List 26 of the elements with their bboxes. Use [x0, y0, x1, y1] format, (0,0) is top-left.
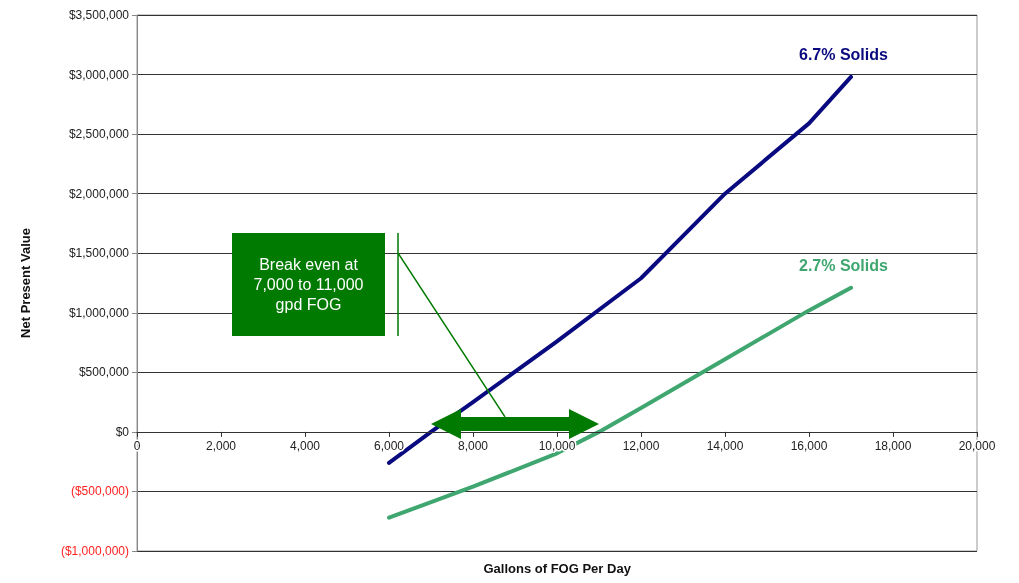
x-tick-label: 18,000: [874, 438, 912, 453]
x-tick-label: 12,000: [622, 438, 660, 453]
x-tick-label: 8,000: [457, 438, 489, 453]
y-tick-label: $3,500,000: [68, 8, 130, 22]
callout-box: Break even at 7,000 to 11,000 gpd FOG: [232, 233, 385, 336]
x-tick-label: 16,000: [790, 438, 828, 453]
annotation: Break even at 7,000 to 11,000 gpd FOG: [252, 254, 365, 315]
y-tick-label: ($1,000,000): [60, 544, 129, 558]
y-axis-title: Net Present Value: [18, 228, 33, 338]
y-tick-label: $3,000,000: [68, 67, 130, 82]
series-label: 2.7% Solids: [799, 257, 889, 275]
x-tick-label: 20,000: [958, 438, 996, 453]
x-tick-label: 2,000: [205, 438, 237, 453]
y-tick-label: $2,500,000: [68, 127, 130, 142]
x-tick-label: 0: [133, 438, 141, 453]
y-tick-label: $500,000: [78, 365, 130, 380]
y-tick-label: $1,500,000: [68, 246, 130, 261]
x-tick-label: 6,000: [373, 438, 405, 453]
x-tick-label: 4,000: [289, 438, 321, 453]
x-tick-label: 14,000: [706, 438, 744, 453]
x-axis-title: Gallons of FOG Per Day: [483, 561, 631, 576]
y-tick-label: $1,000,000: [68, 305, 130, 320]
y-tick-label: ($500,000): [70, 484, 129, 499]
y-tick-label: $2,000,000: [68, 186, 130, 201]
series-label: 6.7% Solids: [799, 46, 889, 64]
y-tick-label: $0: [115, 424, 130, 439]
